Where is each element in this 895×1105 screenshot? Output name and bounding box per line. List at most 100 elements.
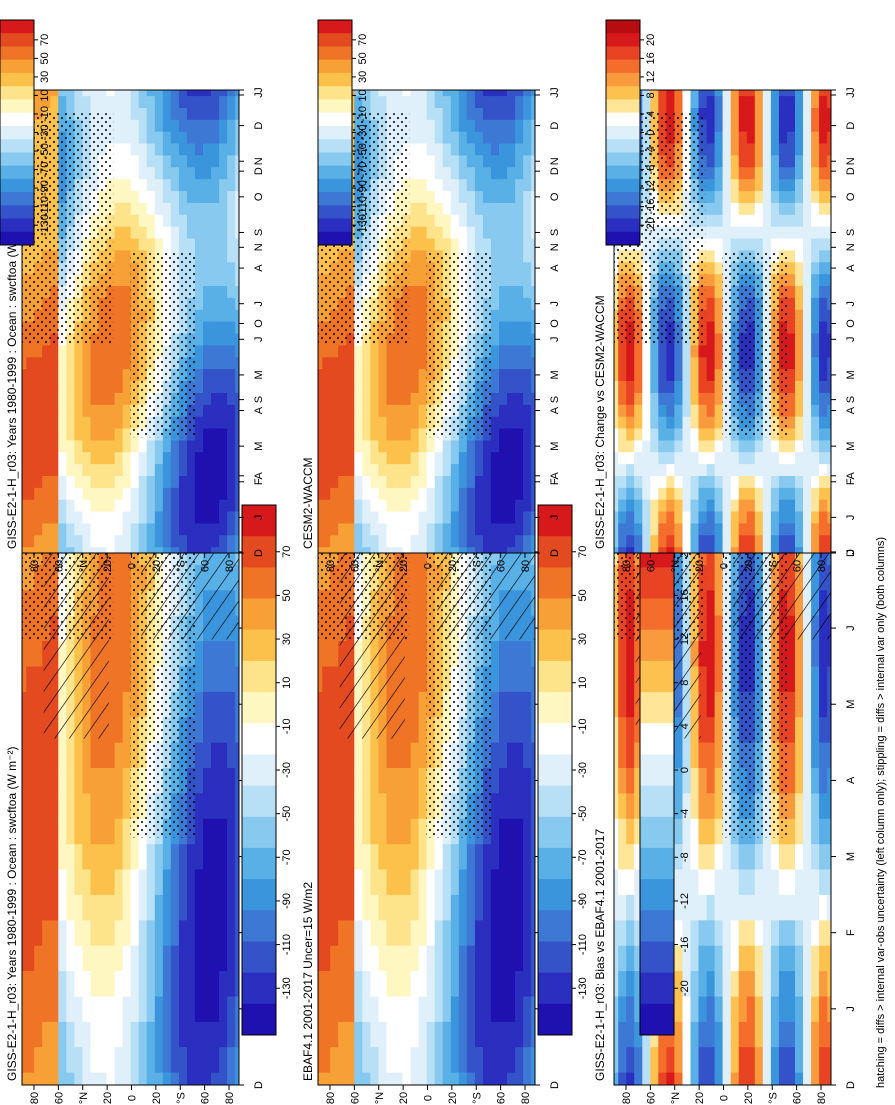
month-label: D [845, 549, 857, 557]
month-label: J [845, 337, 857, 343]
lat-label: 60 [349, 1092, 361, 1104]
panel-br: GISS-E2-1-H_r03: Change vs CESM2-WACCM D J… [593, 19, 857, 572]
colorbar-swatch [606, 165, 640, 180]
colorbar-label: 50 [577, 589, 589, 601]
month-label: S [549, 229, 561, 236]
colorbar-label: -12 [679, 893, 691, 909]
lat-label: 80 [816, 1092, 828, 1104]
colorbar-swatch [242, 505, 276, 537]
colorbar-swatch [0, 152, 34, 167]
colorbar-label: -10 [39, 106, 51, 122]
month-label: A [549, 471, 561, 479]
colorbar-label: -110 [357, 196, 369, 217]
colorbar-swatch [640, 567, 674, 600]
colorbar-swatch [318, 178, 352, 193]
colorbar-label: 10 [39, 89, 51, 101]
month-label: A [253, 406, 265, 414]
lat-label: 20 [151, 560, 163, 572]
month-label: O [845, 319, 857, 328]
month-label: M [549, 442, 561, 451]
lat-label: °N [670, 560, 682, 572]
colorbar-swatch [318, 231, 352, 246]
month-label: M [845, 442, 857, 451]
month-label: M [845, 700, 857, 709]
month-label: M [549, 370, 561, 379]
colorbar-label: -10 [357, 106, 369, 122]
lat-label: 80 [520, 560, 532, 572]
colorbar-swatch [242, 816, 276, 849]
lat-label: 80 [621, 560, 633, 572]
colorbar-swatch [0, 59, 34, 74]
lat-label: °S [767, 1092, 779, 1104]
month-label: D [549, 122, 561, 130]
colorbar-label: -90 [357, 180, 369, 196]
colorbar-label: -30 [577, 762, 589, 778]
colorbar-label: -110 [577, 934, 589, 955]
lat-label: 0 [423, 1095, 435, 1101]
month-label: J [549, 515, 561, 521]
month-label: J [253, 337, 265, 343]
colorbar-swatch [0, 139, 34, 153]
month-label: J [253, 87, 265, 93]
month-label: J [253, 301, 265, 307]
colorbar-swatch [242, 536, 276, 568]
colorbar-label: -8 [679, 852, 691, 862]
month-label: N [253, 243, 265, 251]
lat-label: 20 [694, 560, 706, 572]
colorbar-swatch [606, 178, 640, 193]
colorbar-label: -90 [39, 180, 51, 196]
lat-label: 0 [127, 563, 139, 569]
colorbar-label: -50 [39, 143, 51, 159]
colorbar-swatch [318, 165, 352, 180]
colorbar-label: 12 [679, 633, 691, 645]
colorbar-label: -110 [39, 196, 51, 217]
colorbar-swatch [606, 112, 640, 127]
lat-label: °S [175, 1092, 187, 1104]
colorbar-swatch [242, 910, 276, 942]
colorbar-swatch [318, 205, 352, 219]
panel-title: GISS-E2-1-H_r03: Bias vs EBAF4.1 2001-20… [593, 829, 607, 1081]
month-label: A [845, 406, 857, 414]
lat-label: °N [78, 1092, 90, 1104]
month-label: M [253, 370, 265, 379]
colorbar-label: -16 [679, 937, 691, 953]
month-label: D [253, 122, 265, 130]
colorbar-swatch [606, 218, 640, 233]
colorbar-swatch [0, 218, 34, 233]
colorbar-swatch [640, 692, 674, 724]
lat-label: 80 [224, 1092, 236, 1104]
lat-label: 20 [102, 560, 114, 572]
month-label: J [845, 301, 857, 307]
lat-label: 80 [621, 1092, 633, 1104]
lat-label: 80 [325, 1092, 337, 1104]
month-label: S [253, 229, 265, 236]
colorbar-swatch [640, 723, 674, 755]
colorbar-swatch [606, 192, 640, 206]
colorbar-label: -70 [577, 849, 589, 865]
colorbar-label: -12 [645, 180, 657, 196]
colorbar-label: 10 [281, 677, 293, 689]
month-label: D [549, 549, 561, 557]
month-label: N [845, 243, 857, 251]
colorbar-swatch [538, 816, 572, 849]
lat-label: °N [78, 560, 90, 572]
panel-title: GISS-E2-1-H_r03: Change vs CESM2-WACCM [593, 295, 607, 549]
lat-label: 0 [423, 563, 435, 569]
lat-label: °S [767, 560, 779, 572]
colorbar-swatch [318, 20, 352, 34]
colorbar-swatch [242, 879, 276, 911]
colorbar-label: -110 [281, 934, 293, 955]
month-label: F [845, 478, 857, 485]
month-label: J [845, 87, 857, 93]
month-label: M [253, 442, 265, 451]
colorbar-swatch [538, 505, 572, 537]
colorbar-swatch [538, 972, 572, 1005]
colorbar-label: -20 [679, 980, 691, 996]
month-label: J [845, 1006, 857, 1012]
colorbar-label: 10 [577, 677, 589, 689]
month-label: O [253, 192, 265, 201]
colorbar-swatch [640, 1003, 674, 1036]
lat-label: 80 [29, 1092, 41, 1104]
colorbar-label: 20 [645, 34, 657, 46]
colorbar-label: 30 [39, 71, 51, 83]
